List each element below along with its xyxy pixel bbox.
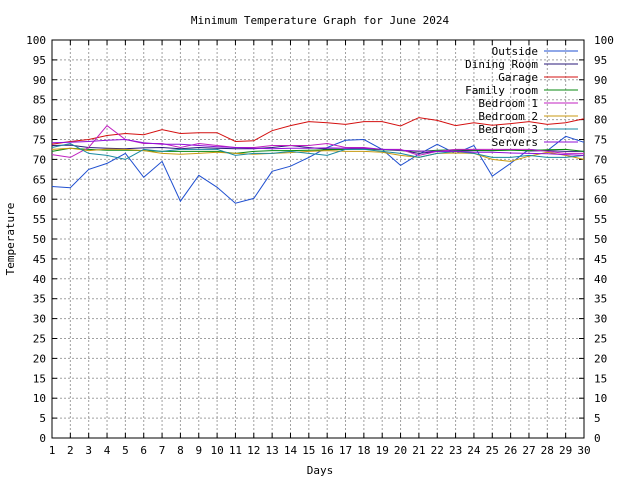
y-tick-label-left: 20: [33, 352, 46, 365]
y-tick-label-right: 85: [594, 94, 607, 107]
y-tick-label-left: 40: [33, 273, 46, 286]
y-tick-label-right: 80: [594, 114, 607, 127]
y-tick-label-right: 95: [594, 54, 607, 67]
y-tick-label-right: 75: [594, 134, 607, 147]
x-tick-label: 14: [284, 444, 298, 457]
legend-label: Servers: [492, 136, 538, 149]
series-line-servers: [51, 138, 585, 156]
x-tick-label: 28: [541, 444, 554, 457]
y-tick-label-left: 25: [33, 333, 46, 346]
legend-label: Bedroom 1: [478, 97, 538, 110]
x-tick-label: 24: [467, 444, 481, 457]
legend-label: Garage: [498, 71, 538, 84]
series-line-bedroom-1: [51, 124, 584, 158]
y-tick-label-left: 65: [33, 173, 46, 186]
x-tick-label: 2: [67, 444, 74, 457]
axis-ticks: 1 2 3 4 5 6 7 8 9 10 11 12 13 14 15 16 17 18 19 20 21 22 23 24 2…: [26, 34, 614, 457]
series-line-garage: [51, 117, 585, 145]
y-axis-label: Temperature: [4, 203, 17, 276]
x-tick-label: 29: [559, 444, 572, 457]
series-line-bedroom-3: [51, 142, 585, 160]
y-tick-label-right: 70: [594, 153, 607, 166]
y-tick-label-right: 0: [594, 432, 601, 445]
y-tick-label-right: 15: [594, 372, 607, 385]
y-tick-label-left: 45: [33, 253, 46, 266]
x-tick-label: 18: [357, 444, 370, 457]
x-tick-label: 4: [104, 444, 111, 457]
y-tick-label-right: 25: [594, 333, 607, 346]
y-tick-label-left: 75: [33, 134, 46, 147]
x-tick-label: 1: [49, 444, 56, 457]
x-tick-label: 27: [522, 444, 535, 457]
y-tick-label-right: 90: [594, 74, 607, 87]
x-tick-label: 5: [122, 444, 129, 457]
y-tick-label-left: 90: [33, 74, 46, 87]
series-line-bedroom-2: [51, 147, 585, 162]
x-tick-label: 9: [195, 444, 202, 457]
x-tick-label: 11: [229, 444, 242, 457]
legend-label: Outside: [492, 45, 538, 58]
legend-label: Bedroom 3: [478, 123, 538, 136]
y-tick-label-right: 30: [594, 313, 607, 326]
y-tick-label-right: 65: [594, 173, 607, 186]
x-tick-label: 12: [247, 444, 260, 457]
x-tick-label: 26: [504, 444, 517, 457]
series-lines: [51, 117, 585, 204]
x-tick-label: 21: [412, 444, 425, 457]
y-tick-label-right: 50: [594, 233, 607, 246]
series-line-outside: [51, 135, 585, 204]
y-tick-label-right: 35: [594, 293, 607, 306]
y-tick-label-left: 95: [33, 54, 46, 67]
y-tick-label-right: 5: [594, 412, 601, 425]
plot-frame: [51, 39, 585, 439]
y-tick-label-left: 35: [33, 293, 46, 306]
x-tick-label: 20: [394, 444, 407, 457]
y-tick-label-right: 45: [594, 253, 607, 266]
legend-label: Dining Room: [465, 58, 538, 71]
x-tick-label: 22: [431, 444, 444, 457]
y-tick-label-left: 10: [33, 392, 46, 405]
x-axis-label: Days: [307, 464, 334, 477]
y-tick-label-left: 30: [33, 313, 46, 326]
y-tick-label-left: 85: [33, 94, 46, 107]
x-tick-label: 15: [302, 444, 315, 457]
x-tick-label: 8: [177, 444, 184, 457]
legend-label: Family room: [465, 84, 538, 97]
x-tick-label: 25: [486, 444, 499, 457]
x-tick-label: 6: [140, 444, 147, 457]
y-tick-label-right: 20: [594, 352, 607, 365]
x-tick-label: 23: [449, 444, 462, 457]
x-tick-label: 30: [577, 444, 590, 457]
x-tick-label: 13: [266, 444, 279, 457]
y-tick-label-right: 10: [594, 392, 607, 405]
chart-title: Minimum Temperature Graph for June 2024: [191, 14, 450, 27]
y-tick-label-left: 60: [33, 193, 46, 206]
y-tick-label-left: 55: [33, 213, 46, 226]
y-tick-label-right: 100: [594, 34, 614, 47]
y-tick-label-left: 50: [33, 233, 46, 246]
x-tick-label: 7: [159, 444, 166, 457]
x-tick-label: 17: [339, 444, 352, 457]
x-tick-label: 16: [321, 444, 334, 457]
y-tick-label-left: 80: [33, 114, 46, 127]
y-tick-label-right: 40: [594, 273, 607, 286]
y-tick-label-right: 55: [594, 213, 607, 226]
y-tick-label-right: 60: [594, 193, 607, 206]
y-tick-label-left: 5: [39, 412, 46, 425]
x-tick-label: 10: [210, 444, 223, 457]
y-tick-label-left: 100: [26, 34, 46, 47]
y-tick-label-left: 70: [33, 153, 46, 166]
grid: [52, 40, 584, 438]
y-tick-label-left: 15: [33, 372, 46, 385]
x-tick-label: 19: [376, 444, 389, 457]
x-tick-label: 3: [85, 444, 92, 457]
legend-label: Bedroom 2: [478, 110, 538, 123]
y-tick-label-left: 0: [39, 432, 46, 445]
